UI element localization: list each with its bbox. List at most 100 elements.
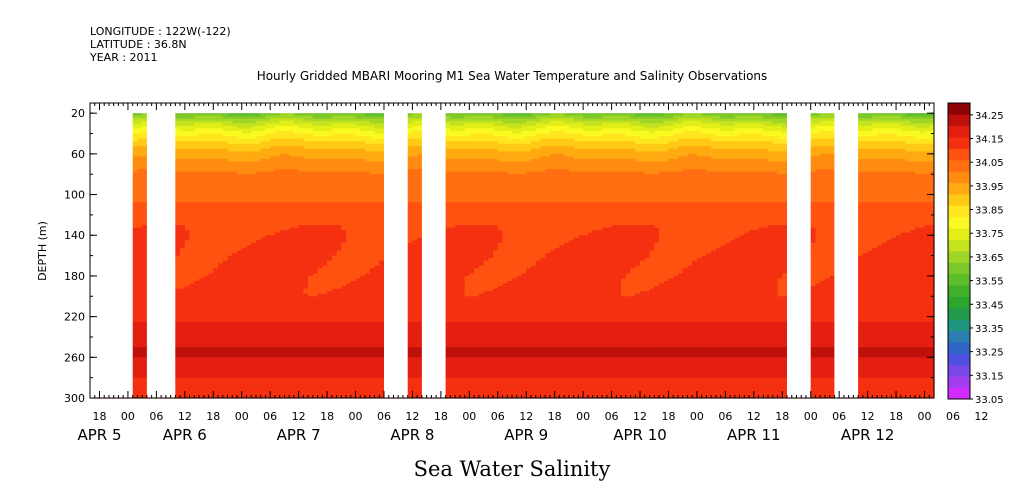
- heatmap-cell: [213, 298, 219, 302]
- heatmap-cell: [289, 311, 295, 315]
- heatmap-cell: [227, 199, 233, 203]
- heatmap-cell: [293, 298, 300, 302]
- heatmap-cell: [194, 125, 200, 130]
- heatmap-cell: [274, 390, 281, 394]
- heatmap-cell: [246, 174, 252, 178]
- heatmap-cell: [279, 255, 285, 259]
- heatmap-cell: [236, 176, 243, 180]
- heatmap-cell: [246, 237, 252, 241]
- heatmap-cell: [208, 161, 214, 165]
- heatmap-cell: [189, 364, 195, 369]
- heatmap-cell: [251, 164, 257, 168]
- heatmap-cell: [227, 158, 233, 163]
- heatmap-cell: [142, 115, 148, 119]
- heatmap-cell: [289, 120, 295, 124]
- heatmap-cell: [213, 286, 219, 290]
- heatmap-cell: [255, 390, 262, 394]
- heatmap-cell: [232, 253, 238, 257]
- heatmap-cell: [218, 321, 224, 325]
- heatmap-cell: [194, 375, 200, 379]
- heatmap-cell: [270, 247, 276, 252]
- heatmap-cell: [142, 230, 148, 234]
- heatmap-cell: [284, 316, 290, 320]
- heatmap-cell: [293, 130, 300, 135]
- heatmap-cell: [260, 372, 267, 376]
- heatmap-cell: [270, 235, 276, 239]
- heatmap-cell: [270, 359, 276, 363]
- heatmap-cell: [246, 311, 252, 315]
- heatmap-cell: [189, 143, 195, 147]
- heatmap-cell: [137, 118, 143, 122]
- heatmap-cell: [284, 321, 290, 325]
- heatmap-cell: [180, 245, 186, 249]
- heatmap-cell: [199, 258, 205, 262]
- heatmap-cell: [184, 342, 191, 346]
- heatmap-cell: [222, 184, 229, 188]
- heatmap-cell: [175, 227, 181, 231]
- heatmap-cell: [132, 339, 139, 343]
- heatmap-cell: [213, 192, 219, 196]
- heatmap-cell: [270, 123, 276, 127]
- heatmap-cell: [142, 136, 148, 140]
- heatmap-cell: [265, 283, 271, 287]
- heatmap-cell: [260, 227, 267, 231]
- heatmap-cell: [213, 372, 219, 376]
- heatmap-cell: [175, 176, 181, 180]
- heatmap-cell: [289, 125, 295, 130]
- heatmap-cell: [284, 235, 290, 239]
- heatmap-cell: [241, 291, 248, 295]
- heatmap-cell: [246, 291, 252, 295]
- heatmap-cell: [284, 115, 290, 119]
- heatmap-cell: [289, 377, 295, 381]
- heatmap-cell: [265, 118, 271, 122]
- heatmap-cell: [142, 263, 148, 267]
- heatmap-cell: [236, 303, 243, 308]
- heatmap-cell: [222, 204, 229, 208]
- heatmap-cell: [203, 286, 210, 290]
- heatmap-cell: [293, 141, 300, 145]
- heatmap-cell: [236, 161, 243, 165]
- heatmap-cell: [260, 258, 267, 262]
- heatmap-cell: [203, 314, 210, 318]
- heatmap-cell: [265, 199, 271, 203]
- heatmap-cell: [184, 301, 191, 305]
- heatmap-cell: [227, 293, 233, 297]
- heatmap-cell: [137, 143, 143, 147]
- heatmap-cell: [199, 125, 205, 130]
- heatmap-cell: [260, 212, 267, 216]
- heatmap-cell: [293, 314, 300, 318]
- heatmap-cell: [189, 301, 195, 305]
- heatmap-cell: [255, 118, 262, 122]
- heatmap-cell: [180, 291, 186, 295]
- heatmap-cell: [132, 258, 139, 262]
- heatmap-cell: [284, 230, 290, 234]
- heatmap-cell: [236, 314, 243, 318]
- heatmap-cell: [255, 352, 262, 356]
- heatmap-cell: [246, 189, 252, 193]
- heatmap-cell: [241, 336, 248, 341]
- heatmap-cell: [255, 357, 262, 361]
- heatmap-cell: [180, 380, 186, 384]
- heatmap-cell: [241, 331, 248, 336]
- heatmap-cell: [203, 260, 210, 264]
- heatmap-cell: [142, 270, 148, 274]
- heatmap-cell: [218, 237, 224, 241]
- heatmap-cell: [241, 263, 248, 267]
- heatmap-cell: [175, 247, 181, 252]
- heatmap-cell: [208, 181, 214, 185]
- heatmap-cell: [293, 359, 300, 363]
- heatmap-cell: [189, 113, 195, 117]
- heatmap-cell: [132, 202, 139, 206]
- heatmap-cell: [208, 136, 214, 140]
- heatmap-cell: [227, 227, 233, 231]
- heatmap-cell: [194, 120, 200, 124]
- heatmap-cell: [222, 367, 229, 371]
- heatmap-cell: [175, 390, 181, 394]
- heatmap-cell: [260, 278, 267, 282]
- heatmap-cell: [222, 265, 229, 269]
- heatmap-cell: [132, 176, 139, 180]
- heatmap-cell: [270, 214, 276, 219]
- heatmap-cell: [199, 130, 205, 135]
- heatmap-cell: [270, 164, 276, 168]
- heatmap-cell: [289, 158, 295, 163]
